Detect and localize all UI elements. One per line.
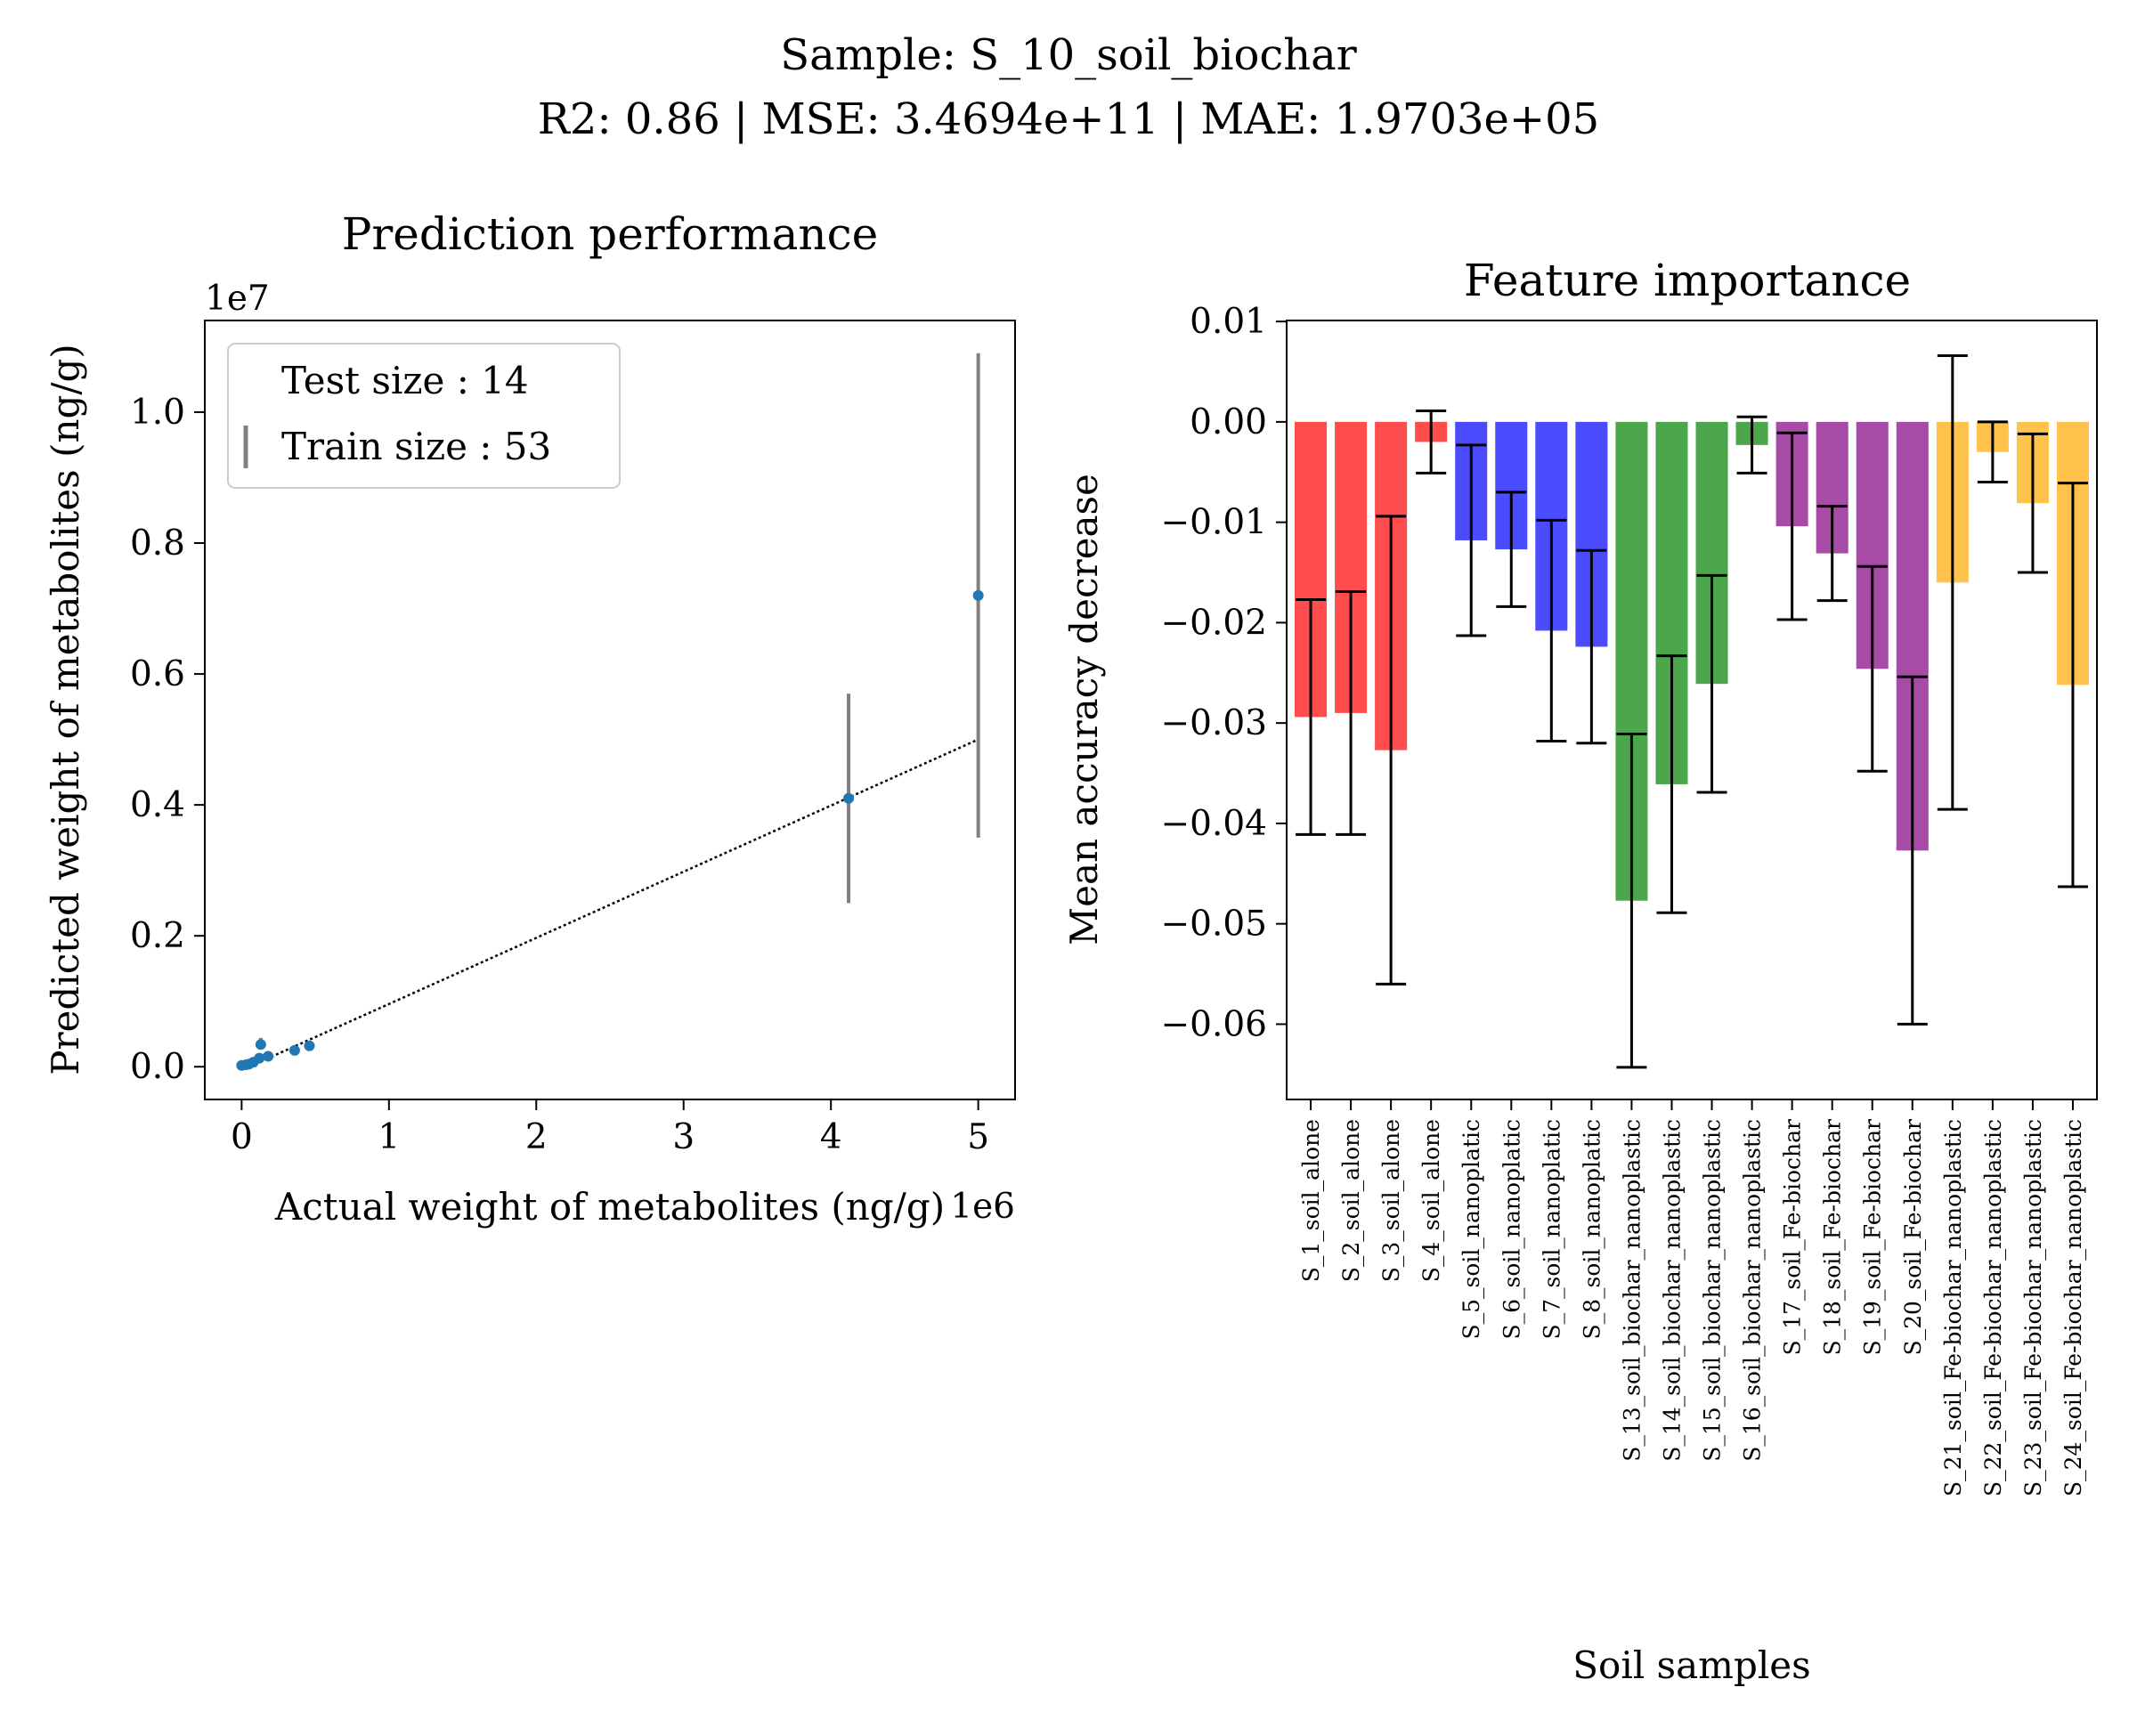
feature-importance-panel: Feature importance 0.01 0.00 −0.01 −0.02 −0.… [1062, 255, 2098, 1687]
feature-x-tick-label: S_1_soil_alone [1298, 1119, 1324, 1282]
feature-x-tick-label: S_13_soil_biochar_nanoplastic [1619, 1119, 1645, 1462]
figure-suptitle-line2: R2: 0.86 | MSE: 3.4694e+11 | MAE: 1.9703… [538, 94, 1599, 144]
feature-y-tick-label: 0.01 [1190, 302, 1267, 342]
feature-x-tick-label: S_4_soil_alone [1418, 1119, 1444, 1282]
prediction-point [843, 792, 855, 804]
prediction-point [972, 589, 984, 601]
feature-y-tick-label: −0.02 [1160, 603, 1267, 643]
x-tick-label: 2 [525, 1117, 548, 1157]
y-axis-label: Predicted weight of metabolites (ng/g) [44, 344, 87, 1075]
legend: Test size : 14 Train size : 53 [227, 343, 621, 489]
feature-y-tick-label: −0.01 [1160, 503, 1267, 543]
feature-y-tick-label: −0.05 [1160, 905, 1267, 945]
feature-plot-layer: 0.01 0.00 −0.01 −0.02 −0.03 −0.04 −0.05 −0.06 S_… [1160, 302, 2089, 1497]
x-tick-label: 3 [672, 1117, 695, 1157]
x-tick-label: 4 [820, 1117, 842, 1157]
prediction-point [288, 1044, 300, 1056]
feature-x-tick-label: S_7_soil_nanoplatic [1539, 1119, 1564, 1340]
feature-x-tick-label: S_18_soil_Fe-biochar [1820, 1119, 1846, 1356]
feature-x-axis-label: Soil samples [1572, 1643, 1810, 1687]
y-tick-label: 0.8 [130, 523, 185, 564]
legend-entry-test-size: Test size : 14 [281, 359, 529, 402]
x-tick-label: 1 [378, 1117, 400, 1157]
feature-x-tick-label: S_8_soil_nanoplatic [1579, 1119, 1605, 1340]
feature-x-tick-label: S_3_soil_alone [1378, 1119, 1404, 1282]
legend-box [227, 343, 621, 489]
feature-x-tick-label: S_22_soil_Fe-biochar_nanoplastic [1980, 1119, 2006, 1497]
feature-x-tick-label: S_2_soil_alone [1338, 1119, 1364, 1282]
y-tick-label: 0.6 [130, 654, 185, 694]
feature-y-tick-label: −0.03 [1160, 703, 1267, 743]
feature-x-tick-label: S_16_soil_biochar_nanoplastic [1740, 1119, 1766, 1462]
feature-x-tick-label: S_23_soil_Fe-biochar_nanoplastic [2020, 1119, 2046, 1497]
feature-x-tick-label: S_5_soil_nanoplatic [1459, 1119, 1484, 1340]
figure-suptitle-line1: Sample: S_10_soil_biochar [780, 30, 1357, 80]
feature-y-axis-label: Mean accuracy decrease [1062, 474, 1106, 945]
prediction-point [263, 1051, 274, 1062]
x-offset-text: 1e6 [950, 1187, 1015, 1227]
prediction-point [254, 1052, 265, 1064]
feature-x-tick-label: S_6_soil_nanoplatic [1499, 1119, 1524, 1340]
prediction-point [255, 1039, 266, 1051]
regression-line [270, 738, 979, 1059]
y-tick-label: 0.2 [130, 916, 185, 956]
feature-x-tick-label: S_17_soil_Fe-biochar [1780, 1119, 1806, 1356]
prediction-performance-panel: Prediction performance 1e7 0 1 2 3 4 50.00.20… [44, 208, 1016, 1229]
feature-x-tick-label: S_14_soil_biochar_nanoplastic [1659, 1119, 1685, 1462]
y-tick-label: 1.0 [130, 393, 185, 433]
feature-x-tick-label: S_15_soil_biochar_nanoplastic [1700, 1119, 1726, 1462]
y-tick-label: 0.0 [130, 1047, 185, 1087]
x-tick-label: 0 [231, 1117, 253, 1157]
feature-y-tick-label: −0.04 [1160, 804, 1267, 844]
feature-x-tick-label: S_20_soil_Fe-biochar [1900, 1119, 1926, 1356]
y-offset-text: 1e7 [205, 279, 270, 319]
feature-x-tick-label: S_24_soil_Fe-biochar_nanoplastic [2060, 1119, 2086, 1497]
feature-x-tick-label: S_19_soil_Fe-biochar [1860, 1119, 1886, 1356]
prediction-chart-title: Prediction performance [342, 208, 878, 260]
prediction-plot-layer: 0 1 2 3 4 5 0.0 0.2 0.4 0.6 0.8 1.0 [130, 353, 989, 1157]
prediction-axes-frame [204, 320, 1016, 1100]
legend-entry-train-size: Train size : 53 [281, 425, 551, 468]
x-axis-label: Actual weight of metabolites (ng/g) [274, 1185, 945, 1229]
feature-x-tick-label: S_21_soil_Fe-biochar_nanoplastic [1940, 1119, 1966, 1497]
prediction-point [304, 1040, 315, 1051]
feature-y-tick-label: −0.06 [1160, 1004, 1267, 1044]
y-tick-label: 0.4 [130, 785, 185, 825]
feature-chart-title: Feature importance [1464, 255, 1911, 306]
x-tick-label: 5 [967, 1117, 989, 1157]
feature-axes-frame [1286, 320, 2098, 1100]
feature-y-tick-label: 0.00 [1190, 402, 1267, 442]
